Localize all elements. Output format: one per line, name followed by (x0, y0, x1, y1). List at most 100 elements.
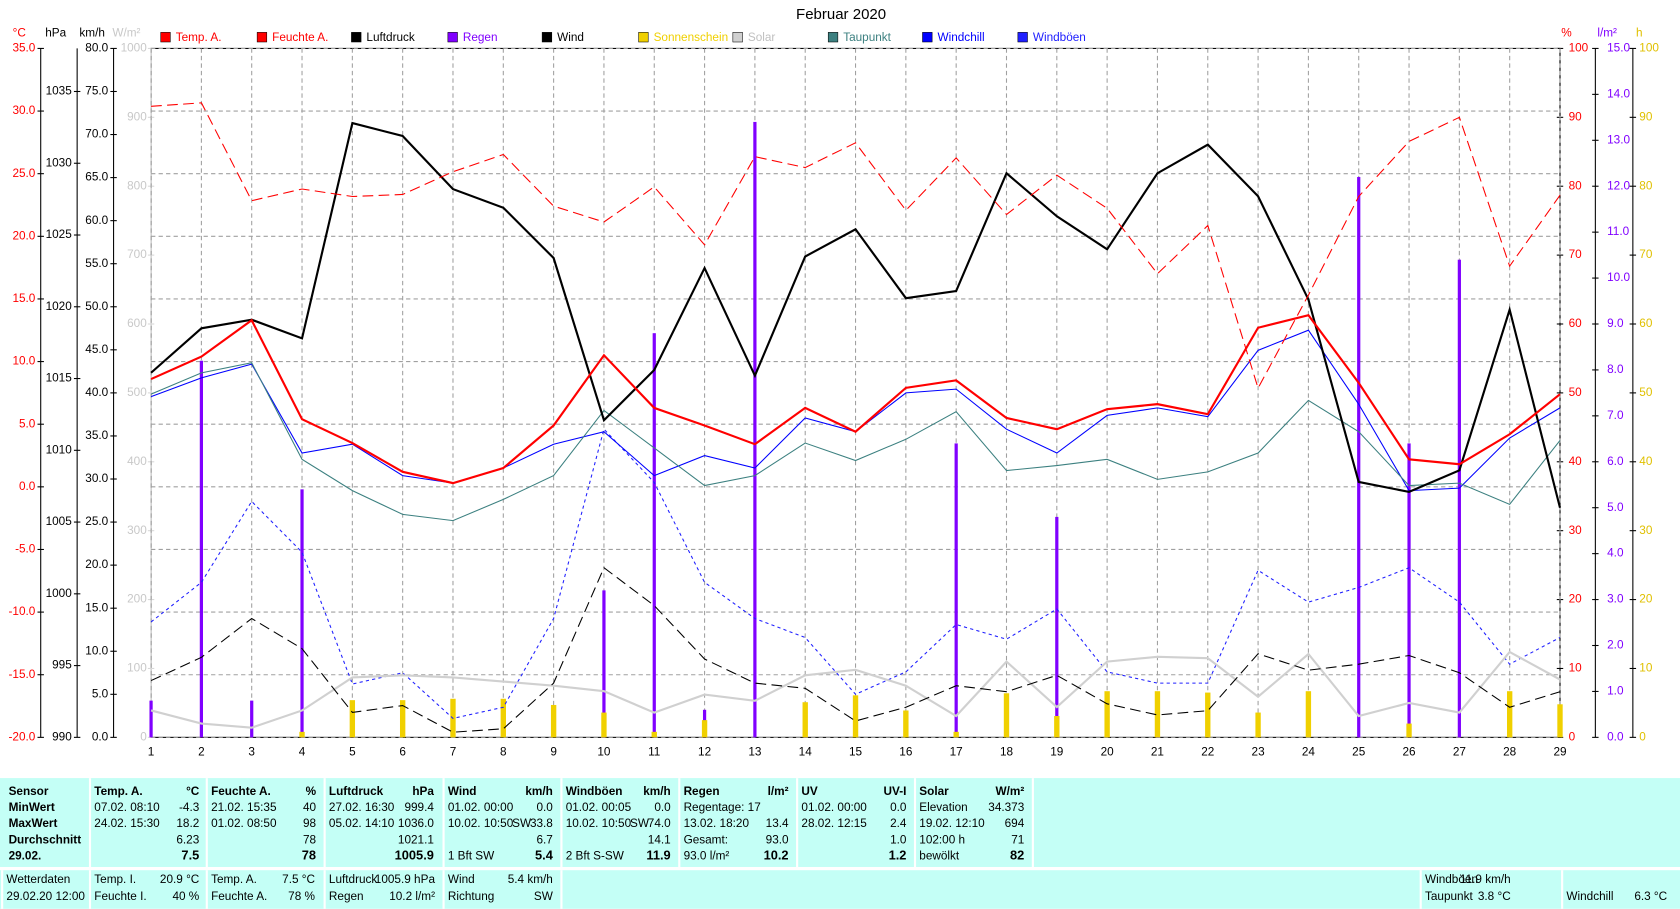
y-tick-label: -20.0 (9, 730, 36, 743)
legend-label: Windchill (938, 31, 985, 44)
x-tick-label: 20 (1101, 745, 1115, 758)
y-tick-label: 65.0 (85, 171, 108, 184)
column-unit: km/h (525, 785, 552, 798)
column-unit: UV-I (884, 785, 907, 798)
legend-swatch (827, 32, 839, 43)
cell-text: 19.02. 12:10 (919, 817, 985, 830)
cell-text: 10.02. 10:50 (566, 817, 632, 830)
cell-text: 01.02. 00:00 (448, 801, 514, 814)
column-head: Temp. A. (94, 785, 142, 798)
y-tick-label: 2.0 (1607, 639, 1624, 652)
bar (601, 712, 607, 738)
bar (1305, 691, 1312, 738)
y-tick-label: 5.0 (19, 417, 36, 430)
bar (349, 700, 356, 738)
y-tick-label: 15.0 (1607, 42, 1630, 55)
y-tick-label: 300 (127, 524, 147, 537)
footer-value: 6.3 °C (1634, 890, 1667, 903)
y-tick-label: 30 (1569, 524, 1583, 537)
bar (602, 590, 606, 738)
y-tick-label: 70.0 (85, 128, 108, 141)
legend-swatch (1017, 32, 1028, 43)
legend-label: Temp. A. (176, 31, 222, 44)
x-tick-label: 22 (1201, 745, 1214, 758)
y-tick-label: 400 (127, 455, 147, 468)
y-tick-label: 10.0 (1607, 271, 1630, 284)
y-tick-label: 600 (127, 317, 147, 330)
y-tick-label: 80.0 (85, 42, 108, 55)
y-tick-label: 15.0 (85, 601, 108, 614)
y-tick-label: 30.0 (85, 472, 108, 485)
footer-label: Windchill (1566, 890, 1613, 903)
y-tick-label: 60 (1569, 317, 1583, 330)
axis-unit: % (1561, 27, 1572, 40)
footer-value: 40 % (172, 890, 199, 903)
column-unit: W/m² (996, 785, 1025, 798)
x-tick-label: 16 (899, 745, 913, 758)
cell-value: -4.3 (179, 801, 200, 814)
bar (1054, 716, 1060, 738)
line-series (150, 121, 1562, 509)
legend-swatch (447, 32, 458, 43)
axis-unit: h (1636, 27, 1643, 40)
y-tick-label: 9.0 (1607, 317, 1624, 330)
bar (852, 695, 859, 738)
y-tick-label: 20 (1569, 593, 1583, 606)
y-tick-label: 800 (127, 179, 147, 192)
y-tick-label: 700 (127, 248, 147, 261)
footer-label: Taupunkt (1425, 890, 1473, 903)
legend-swatch (351, 32, 362, 43)
y-tick-label: 0.0 (1607, 730, 1624, 743)
y-tick-label: 5.0 (92, 687, 109, 700)
axis-unit: hPa (45, 27, 66, 40)
bar (149, 700, 153, 738)
axis-unit: W/m² (112, 27, 140, 40)
column-head: Luftdruck (329, 785, 384, 798)
cell-value: 1.0 (890, 833, 907, 846)
bar (1104, 691, 1110, 738)
y-tick-label: 35.0 (85, 429, 108, 442)
cell-value: 6.23 (176, 833, 199, 846)
cell-text: bewölkt (919, 849, 960, 862)
bar (550, 704, 557, 738)
y-tick-label: 80 (1569, 179, 1583, 192)
footer-panel (0, 870, 1680, 909)
cell-text: 93.0 l/m² (684, 849, 730, 862)
x-tick-label: 25 (1352, 745, 1366, 758)
legend-label: Wind (557, 31, 584, 44)
y-tick-label: 6.0 (1607, 455, 1624, 468)
cell-value: 0.0 (890, 801, 907, 814)
y-tick-label: 1015 (46, 372, 73, 385)
cell-value: 1005.9 (395, 848, 434, 863)
chart-title: Februar 2020 (796, 6, 886, 23)
y-tick-label: 14.0 (1607, 87, 1630, 100)
y-tick-label: 100 (1639, 42, 1659, 55)
footer-label: Windböen (1425, 873, 1478, 886)
x-tick-label: 2 (198, 745, 205, 758)
y-tick-label: 995 (52, 659, 72, 672)
y-tick-label: 10.0 (85, 644, 108, 657)
bar (1357, 177, 1361, 738)
y-tick-label: 1.0 (1607, 685, 1624, 698)
row-label: Sensor (9, 785, 49, 798)
cell-text: 2 Bft S-SW (566, 849, 625, 862)
stats-panel (0, 778, 1680, 867)
y-tick-label: 8.0 (1607, 363, 1624, 376)
y-tick-label: 90 (1569, 110, 1583, 123)
y-tick-label: 70 (1639, 248, 1653, 261)
y-tick-label: 0 (140, 730, 147, 743)
y-tick-label: -5.0 (15, 543, 36, 556)
bar (802, 702, 808, 738)
legend-label: Feuchte A. (272, 31, 328, 44)
footer-value: 10.2 l/m² (389, 890, 435, 903)
x-tick-label: 26 (1402, 745, 1416, 758)
y-tick-label: 75.0 (85, 85, 108, 98)
y-tick-label: 13.0 (1607, 133, 1630, 146)
y-tick-label: 55.0 (85, 257, 108, 270)
column-unit: °C (186, 785, 200, 798)
cell-value: 11.9 (646, 848, 670, 863)
cell-text: Regentage: 17 (684, 801, 761, 814)
footer-value: 5.4 km/h (508, 873, 553, 886)
y-tick-label: 35.0 (12, 42, 35, 55)
